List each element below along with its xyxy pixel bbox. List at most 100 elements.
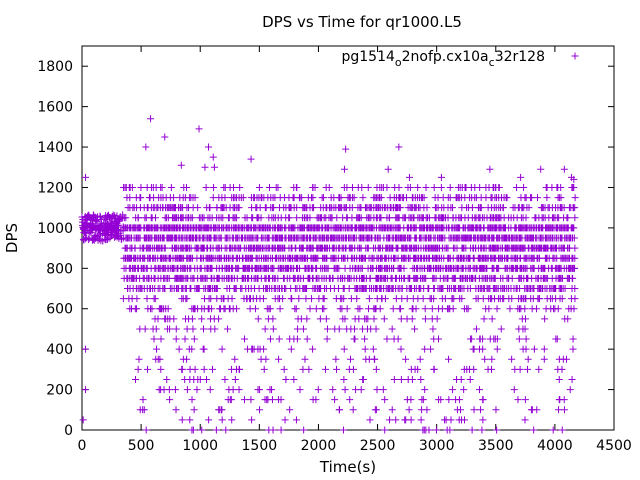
data-point [478, 426, 486, 434]
data-point [198, 426, 206, 434]
data-point [161, 133, 169, 141]
data-point [164, 305, 172, 313]
x-tick-label: 2000 [301, 438, 337, 454]
data-point [340, 345, 348, 353]
data-point [514, 396, 522, 404]
data-point [570, 183, 578, 191]
data-point [175, 345, 183, 353]
data-point [406, 183, 414, 191]
data-point [205, 416, 213, 424]
data-point [312, 305, 320, 313]
data-point [364, 183, 372, 191]
data-point [167, 183, 175, 191]
data-point [189, 325, 197, 333]
data-point [228, 416, 236, 424]
data-point [571, 285, 579, 293]
data-point [524, 355, 532, 363]
data-point [353, 295, 361, 303]
data-point [535, 295, 543, 303]
data-point [232, 214, 240, 222]
data-point [186, 416, 194, 424]
data-point [430, 295, 438, 303]
data-point [421, 315, 429, 323]
data-points [78, 115, 579, 434]
data-point [151, 295, 159, 303]
data-point [277, 426, 285, 434]
data-point [437, 173, 445, 181]
data-point [381, 396, 389, 404]
data-point [218, 345, 226, 353]
data-point [82, 345, 90, 353]
data-point [493, 335, 501, 343]
data-point [421, 305, 429, 313]
data-point [137, 194, 145, 202]
data-point [346, 396, 354, 404]
data-point [349, 365, 357, 373]
data-point [516, 365, 524, 373]
data-point [221, 194, 229, 202]
data-point [554, 305, 562, 313]
data-point [495, 264, 503, 272]
data-point [381, 295, 389, 303]
data-point [340, 375, 348, 383]
data-point [119, 211, 127, 219]
data-point [435, 335, 443, 343]
data-point [231, 355, 239, 363]
data-point [166, 325, 174, 333]
data-point [266, 183, 274, 191]
data-point [347, 355, 355, 363]
data-point [570, 234, 578, 242]
data-point [475, 386, 483, 394]
data-point [564, 214, 572, 222]
data-point [479, 416, 487, 424]
data-point [194, 204, 202, 212]
plot-frame [81, 45, 615, 431]
legend: pg1514o2nofp.cx10ac32r128 [342, 49, 579, 69]
data-point [188, 214, 196, 222]
data-point [461, 416, 469, 424]
data-point [530, 426, 538, 434]
data-point [183, 295, 191, 303]
data-point [275, 335, 283, 343]
data-point [188, 345, 196, 353]
data-point [417, 416, 425, 424]
data-point [479, 396, 487, 404]
chart-title: DPS vs Time for qr1000.L5 [262, 13, 462, 31]
data-point [178, 416, 186, 424]
data-point [319, 194, 327, 202]
data-point [203, 375, 211, 383]
data-point [163, 375, 171, 383]
data-point [361, 345, 369, 353]
data-point [141, 325, 149, 333]
data-point [537, 165, 545, 173]
data-point [275, 355, 283, 363]
data-point [411, 325, 419, 333]
data-point [372, 325, 380, 333]
data-point [268, 396, 276, 404]
data-point [202, 183, 210, 191]
data-point [395, 183, 403, 191]
data-point [445, 355, 453, 363]
data-point [569, 335, 577, 343]
data-point [520, 183, 528, 191]
data-point [196, 375, 204, 383]
data-point [392, 416, 400, 424]
data-point [126, 194, 134, 202]
data-point [209, 365, 217, 373]
data-point [422, 274, 430, 282]
data-point [380, 315, 388, 323]
data-point [268, 386, 276, 394]
data-point [569, 274, 577, 282]
data-point [397, 345, 405, 353]
data-point [309, 194, 317, 202]
data-point [199, 325, 207, 333]
data-point [472, 325, 480, 333]
data-point [558, 365, 566, 373]
data-point [521, 315, 529, 323]
data-point [122, 214, 130, 222]
data-point [397, 305, 405, 313]
data-point [299, 365, 307, 373]
data-point [282, 375, 290, 383]
data-point [339, 426, 347, 434]
data-point [188, 315, 196, 323]
